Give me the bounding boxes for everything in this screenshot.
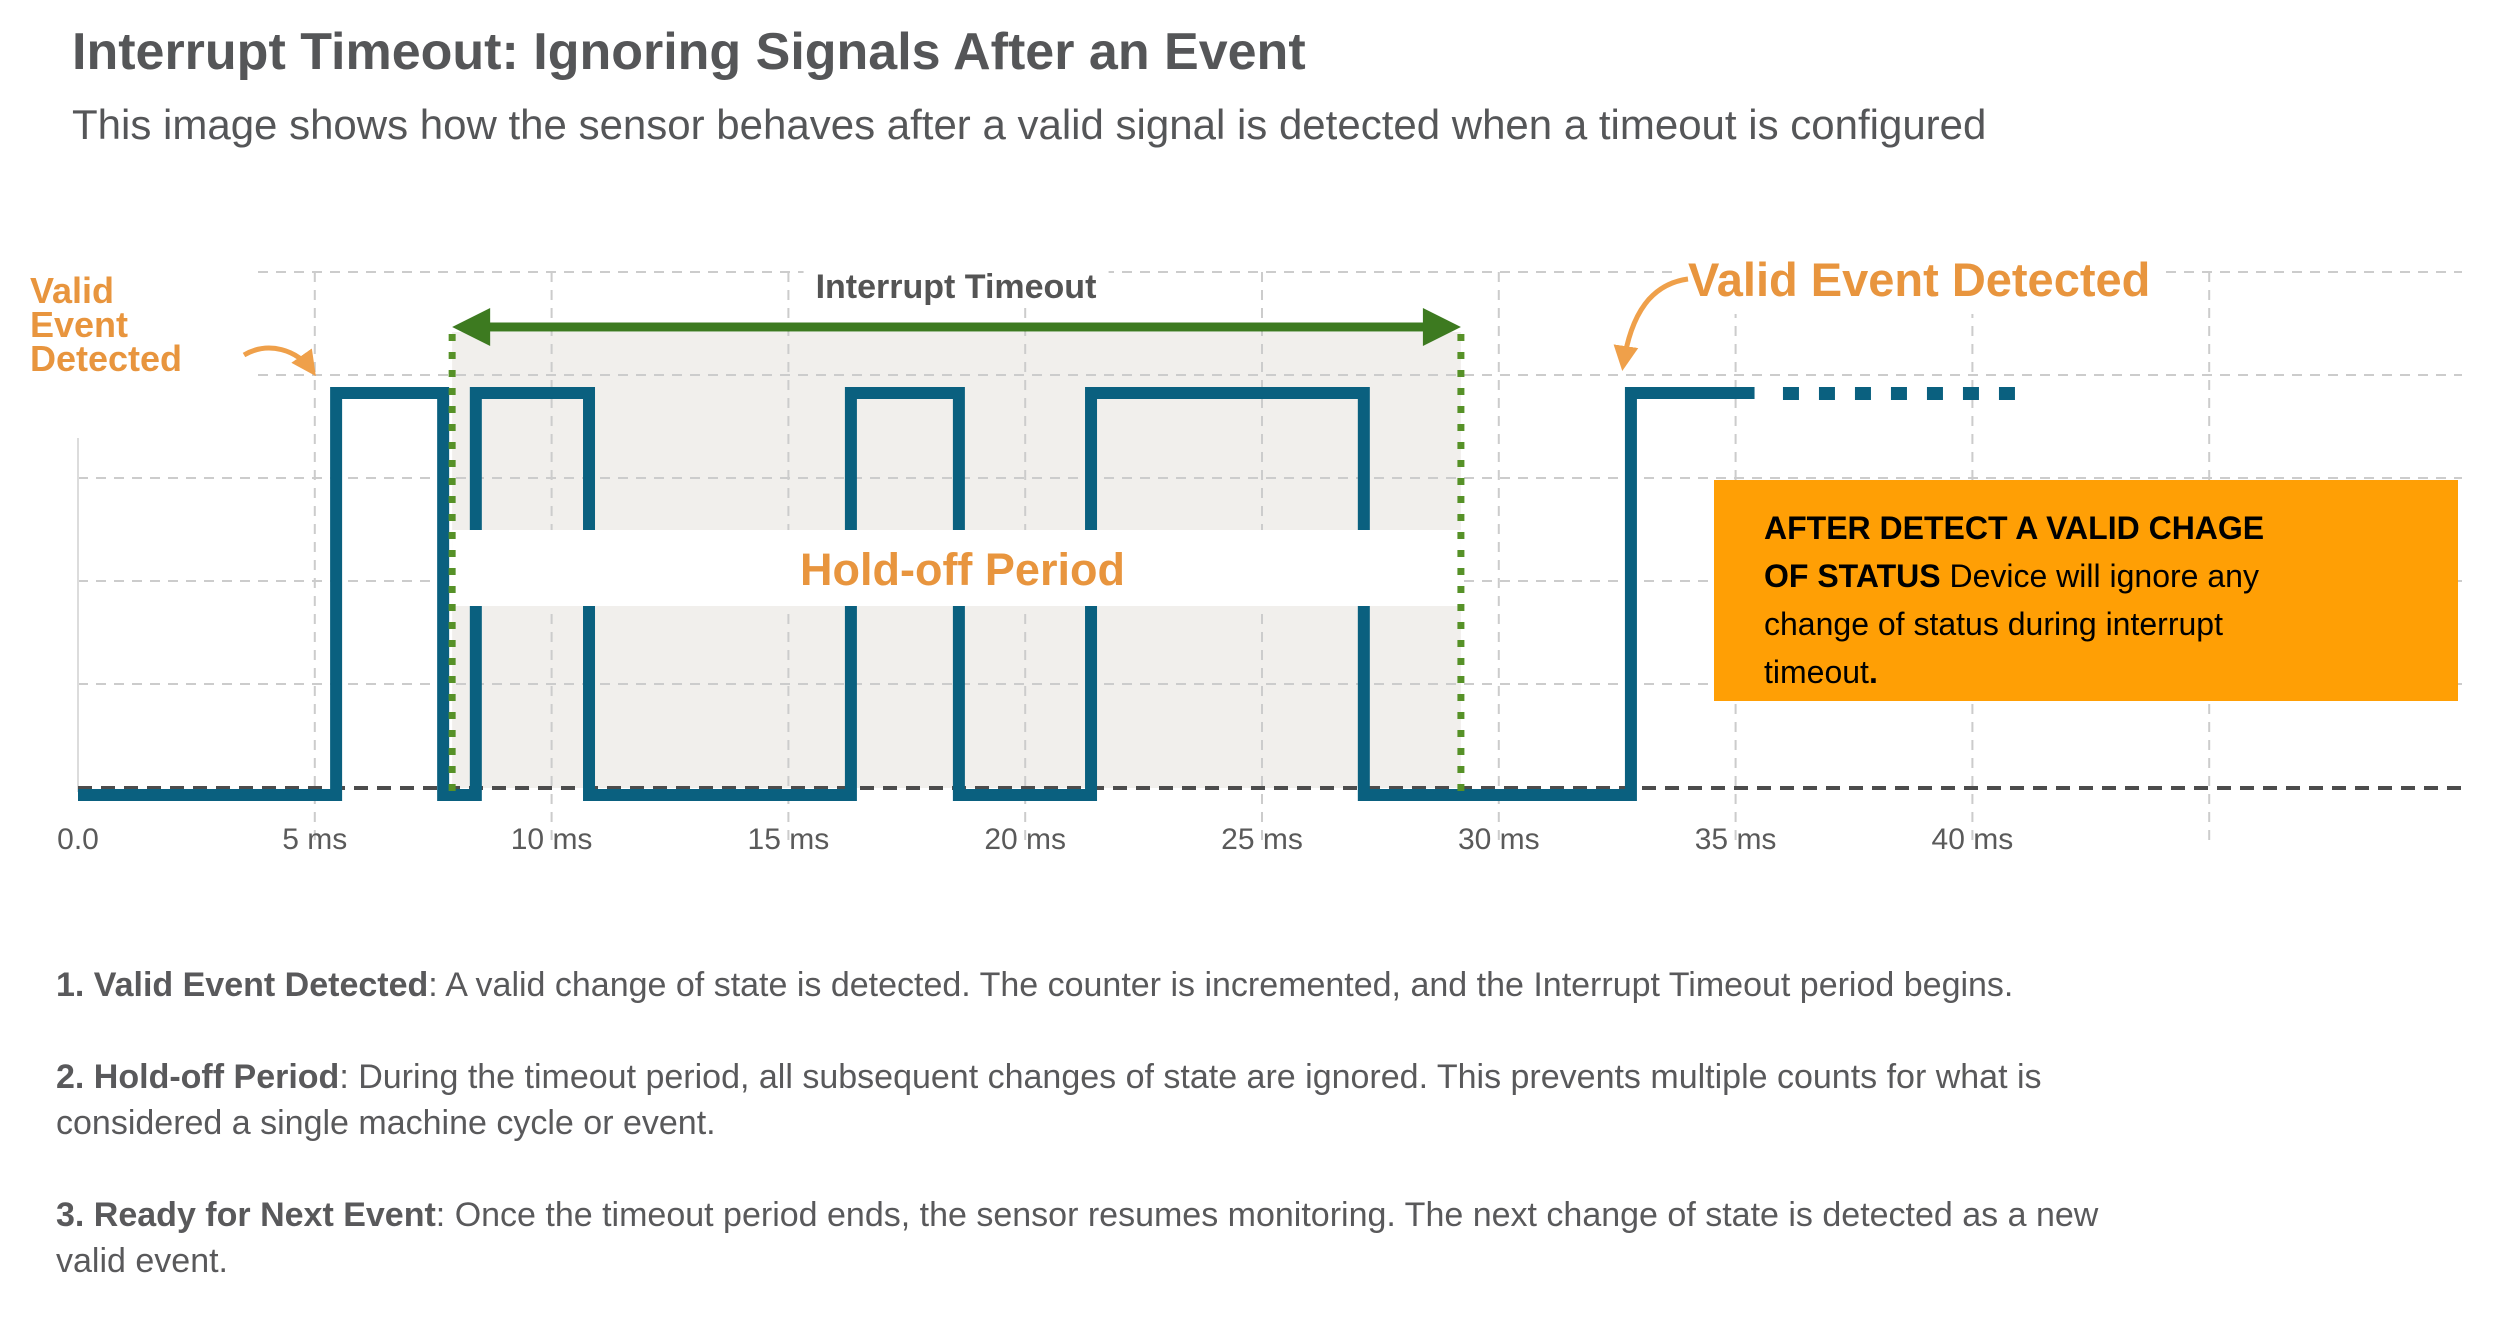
signal-dotted-dash [1926, 387, 1943, 400]
label-cover-right [1678, 246, 2162, 314]
timeout-callout-box: AFTER DETECT A VALID CHAGE OF STATUS Dev… [1714, 480, 2458, 701]
x-tick-label: 0.0 [57, 823, 99, 856]
label-line: Event [30, 304, 129, 345]
signal-dotted-dash [1998, 387, 2015, 400]
signal-dotted-dash [1854, 387, 1871, 400]
x-tick-label: 30 ms [1458, 823, 1540, 856]
valid-event-detected-label-left: Valid Event Detected [30, 270, 183, 379]
x-tick-label: 20 ms [984, 823, 1066, 856]
holdoff-period-label: Hold-off Period [800, 544, 1125, 595]
x-tick-label: 25 ms [1221, 823, 1303, 856]
holdoff-boundary-dotted-lines [448, 334, 1465, 792]
label-line: Detected [30, 338, 183, 379]
annotation-arrows [242, 276, 1689, 377]
callout-line: AFTER DETECT A VALID CHAGE [1764, 510, 2265, 546]
x-tick-label: 35 ms [1695, 823, 1777, 856]
note-ready-next-event: 3. Ready for Next Event: Once the timeou… [56, 1196, 2099, 1280]
valid-event-right-arrow [1613, 276, 1689, 371]
explanation-notes: 1. Valid Event Detected: A valid change … [56, 962, 2098, 1318]
note-holdoff-period: 2. Hold-off Period: During the timeout p… [56, 1058, 2042, 1142]
interrupt-timeout-label: Interrupt Timeout [803, 268, 1109, 307]
x-tick-label: 40 ms [1932, 823, 2014, 856]
label-line: Valid [30, 270, 115, 311]
page-title: Interrupt Timeout: Ignoring Signals Afte… [72, 23, 1306, 81]
x-tick-label: 15 ms [748, 823, 830, 856]
callout-line: timeout. [1764, 654, 1878, 690]
x-axis-tick-labels: 0.0 5 ms 10 ms 15 ms 20 ms 25 ms 30 ms 35 ms 40 … [57, 823, 2013, 856]
signal-dotted-dash [1782, 387, 1799, 400]
label-cover-left [18, 238, 256, 392]
note-valid-event: 1. Valid Event Detected: A valid change … [56, 966, 2014, 1004]
timeout-arrow-head-right [1422, 308, 1461, 346]
valid-event-left-arrow [242, 345, 316, 377]
signal-dotted-dash [1962, 387, 1979, 400]
holdoff-band-rect [452, 530, 1461, 606]
signal-dotted-dash [1890, 387, 1907, 400]
timeout-arrow-head-left [452, 308, 491, 346]
label-backgrounds [18, 238, 2162, 392]
valid-event-detected-label-right: Valid Event Detected [1688, 253, 2151, 306]
page-subtitle: This image shows how the sensor behaves … [72, 101, 1987, 148]
callout-line: change of status during interrupt [1764, 606, 2223, 642]
x-tick-label: 5 ms [282, 823, 347, 856]
signal-dotted-dash [1818, 387, 1835, 400]
interrupt-timeout-arrow [452, 308, 1461, 346]
holdoff-white-band [452, 530, 1461, 606]
x-tick-label: 10 ms [511, 823, 593, 856]
callout-line: OF STATUS Device will ignore any [1764, 558, 2259, 594]
